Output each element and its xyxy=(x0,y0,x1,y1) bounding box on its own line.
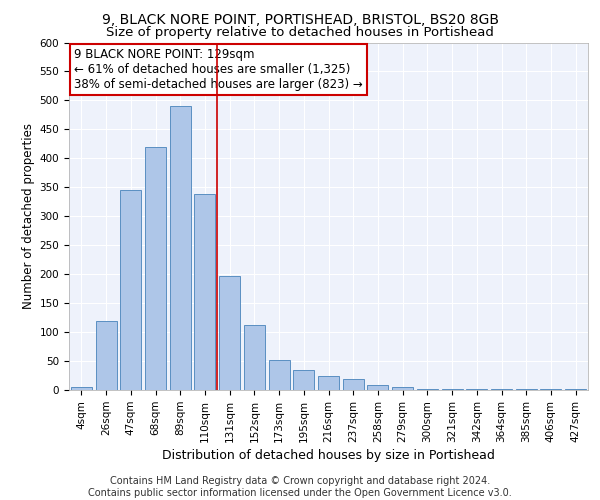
Bar xyxy=(244,324,265,390)
Bar xyxy=(145,147,166,390)
Text: Size of property relative to detached houses in Portishead: Size of property relative to detached ho… xyxy=(106,26,494,39)
Bar xyxy=(343,379,364,390)
Bar xyxy=(442,389,463,390)
Bar xyxy=(318,376,339,390)
Bar xyxy=(170,106,191,390)
Bar xyxy=(194,194,215,390)
Text: 9, BLACK NORE POINT, PORTISHEAD, BRISTOL, BS20 8GB: 9, BLACK NORE POINT, PORTISHEAD, BRISTOL… xyxy=(101,12,499,26)
Bar xyxy=(392,387,413,390)
Text: Contains HM Land Registry data © Crown copyright and database right 2024.
Contai: Contains HM Land Registry data © Crown c… xyxy=(88,476,512,498)
Bar xyxy=(120,190,141,390)
Text: 9 BLACK NORE POINT: 129sqm
← 61% of detached houses are smaller (1,325)
38% of s: 9 BLACK NORE POINT: 129sqm ← 61% of deta… xyxy=(74,48,363,90)
Bar xyxy=(95,320,116,390)
Y-axis label: Number of detached properties: Number of detached properties xyxy=(22,123,35,309)
Bar xyxy=(269,360,290,390)
Bar xyxy=(219,276,240,390)
Bar xyxy=(293,370,314,390)
X-axis label: Distribution of detached houses by size in Portishead: Distribution of detached houses by size … xyxy=(162,449,495,462)
Bar xyxy=(367,386,388,390)
Bar xyxy=(71,387,92,390)
Bar xyxy=(417,389,438,390)
